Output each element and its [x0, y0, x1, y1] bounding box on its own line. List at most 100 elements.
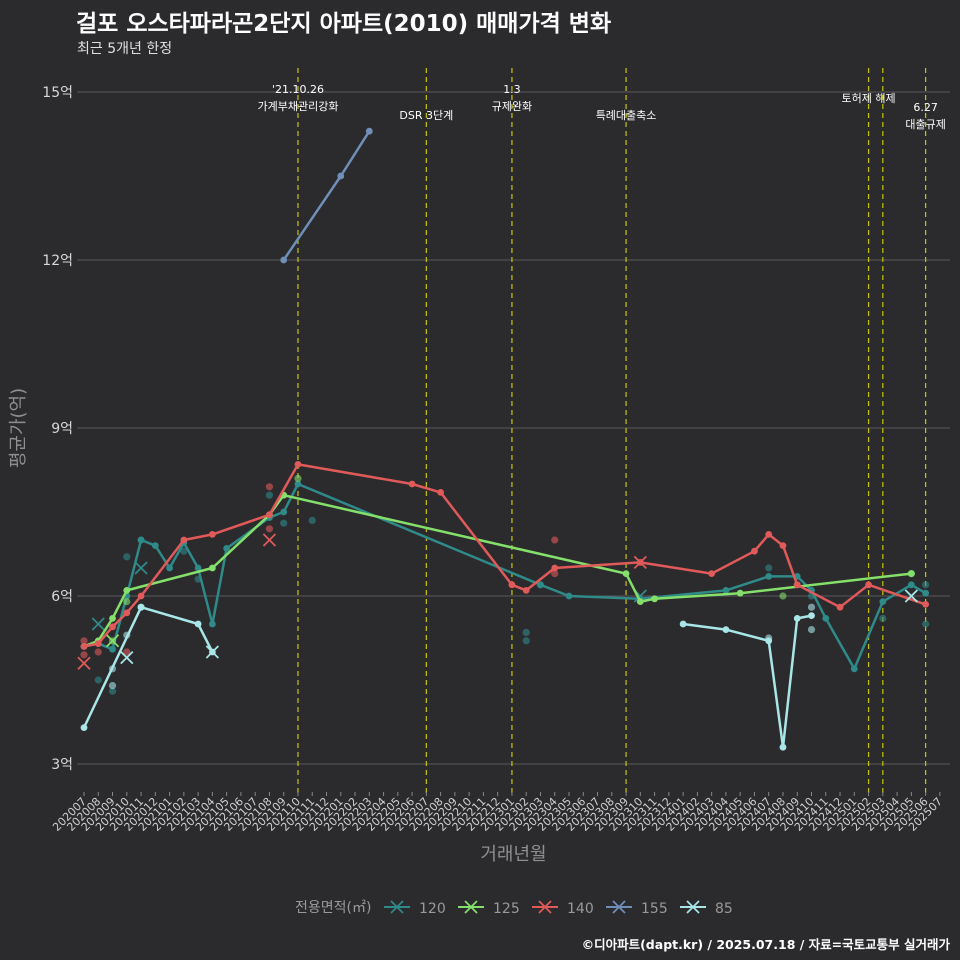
series-140-trade-point — [80, 651, 88, 659]
series-120-line-vertex — [879, 598, 887, 605]
series-140-trade-point — [265, 483, 274, 491]
series-85-trade-point — [108, 682, 117, 690]
series-120-line-vertex — [194, 564, 202, 572]
series-85-line-segment-vertex — [722, 626, 730, 633]
cross-stroke — [105, 634, 120, 648]
cross-stroke — [538, 900, 552, 914]
y-tick-label: 9억 — [51, 421, 73, 437]
series-85-trade-point — [807, 626, 816, 634]
legend-swatch-cross — [612, 900, 626, 914]
series-120-line-vertex — [151, 542, 159, 549]
series-120-trade-point — [108, 687, 117, 695]
series-120-trade-point — [280, 519, 288, 527]
series-120-trade-point — [94, 676, 102, 684]
series-155-line-vertex — [280, 256, 288, 264]
series-140-trade-point — [94, 648, 102, 656]
cross-stroke — [686, 900, 700, 914]
series-120-trade-point — [308, 516, 316, 525]
series-120-line-vertex — [722, 587, 730, 594]
series-layer — [77, 127, 930, 751]
series-140-line-vertex — [522, 587, 530, 594]
series-140-line-vertex — [508, 581, 516, 589]
legend: 전용면적(㎡) 120 125 140 155 85 — [295, 900, 733, 917]
legend-entry-120: 120 — [384, 900, 446, 917]
cross-stroke — [390, 900, 404, 914]
policy-annotation: 특례대출축소 — [596, 109, 657, 122]
legend-entry-155: 155 — [606, 900, 668, 917]
legend-swatch-cross — [464, 900, 478, 914]
chart-subtitle: 최근 5개년 한정 — [77, 41, 173, 57]
cross-stroke — [77, 656, 91, 670]
axis-layer: 3억6억9억12억15억2020072020082020092020102020… — [8, 85, 945, 865]
cross-stroke — [205, 645, 220, 659]
series-155-line-vertex — [337, 172, 345, 180]
legend-label: 120 — [419, 901, 446, 917]
cross-stroke — [633, 589, 647, 603]
series-120-line-vertex — [166, 564, 173, 572]
legend-swatch-cross — [538, 900, 552, 914]
series-125-line-vertex — [123, 587, 131, 594]
series-125-line — [83, 493, 912, 648]
series-85-line-vertex — [80, 724, 88, 731]
series-120-line-vertex — [537, 581, 544, 589]
series-120-trade-point — [265, 491, 274, 499]
series-140-line-vertex — [793, 581, 801, 589]
legend-entry-85: 85 — [680, 900, 733, 917]
series-140-trade-point — [123, 648, 131, 656]
series-140-line-vertex — [266, 511, 273, 519]
series-125-line-vertex — [208, 564, 216, 572]
legend-label: 155 — [641, 901, 668, 917]
series-85-line-segment-vertex — [679, 620, 687, 628]
legend-label: 140 — [567, 901, 594, 917]
legend-swatch-cross — [686, 900, 700, 914]
series-85-trade-point — [807, 603, 816, 611]
cross-stroke — [134, 561, 148, 575]
series-85-cross-marker — [904, 589, 918, 603]
policy-annotation: 규제완화 — [492, 100, 532, 113]
series-140-line-vertex — [208, 531, 216, 538]
series-140-line-vertex — [109, 623, 116, 631]
policy-annotation: DSR 3단계 — [399, 109, 453, 122]
series-120-trade-point — [922, 581, 930, 589]
series-140-line-vertex — [765, 531, 773, 538]
y-tick-label: 15억 — [42, 85, 73, 101]
series-125-line-vertex — [109, 615, 116, 622]
grid-layer — [77, 91, 950, 765]
series-125-line-vertex — [636, 598, 644, 605]
series-120-line-vertex — [907, 581, 915, 589]
series-140-cross-marker — [633, 555, 647, 570]
series-85-line — [82, 605, 214, 729]
series-140-line-vertex — [137, 592, 145, 600]
series-140-line-vertex — [123, 609, 131, 617]
series-120-line-vertex — [922, 589, 930, 597]
series-120-trade-point — [765, 564, 773, 572]
series-120-line-vertex — [765, 573, 773, 580]
series-140-line-vertex — [94, 640, 102, 647]
series-155-line-vertex — [365, 127, 373, 135]
series-85-cross-marker — [205, 645, 220, 659]
source-caption: ©디아파트(dapt.kr) / 2025.07.18 / 자료=국토교통부 실… — [581, 937, 950, 952]
legend-label: 85 — [715, 901, 733, 917]
series-140-line-vertex — [751, 547, 758, 555]
series-120-trade-point — [522, 628, 530, 637]
series-120-cross-marker — [91, 617, 105, 631]
series-85-line-segment-vertex — [793, 615, 801, 622]
series-140-line-vertex — [708, 570, 716, 577]
cross-stroke — [262, 533, 277, 547]
series-85-line-vertex — [137, 603, 145, 611]
series-120-line-vertex — [137, 536, 145, 544]
series-125-cross-marker — [105, 634, 120, 648]
series-120-line-vertex — [822, 615, 830, 622]
legend-entry-140: 140 — [532, 900, 594, 917]
policy-annotation: 6.27 — [913, 101, 938, 114]
series-140-line-vertex — [865, 581, 872, 589]
series-120-line-vertex — [294, 480, 302, 488]
legend-title: 전용면적(㎡) — [295, 900, 371, 916]
series-85-line-segment-vertex — [779, 743, 787, 751]
series-85-cross-marker — [120, 650, 134, 665]
policy-annotation: 토허제 해제 — [842, 91, 896, 105]
series-125-line-vertex — [907, 570, 915, 577]
series-85-line-segment — [682, 614, 812, 749]
